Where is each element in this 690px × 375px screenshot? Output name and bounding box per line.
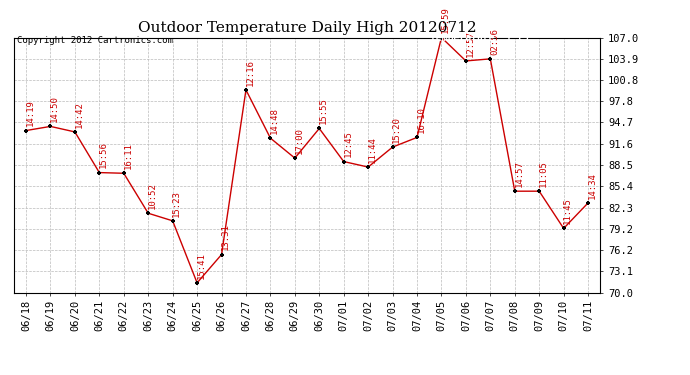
Point bbox=[167, 218, 178, 224]
Text: 17:00: 17:00 bbox=[295, 127, 304, 154]
Text: 15:56: 15:56 bbox=[99, 141, 108, 168]
Point bbox=[21, 128, 32, 134]
Text: Temperature  (°F): Temperature (°F) bbox=[430, 33, 529, 44]
Text: 11:05: 11:05 bbox=[539, 160, 548, 187]
Text: 15:41: 15:41 bbox=[197, 252, 206, 279]
Point bbox=[509, 188, 520, 194]
Point bbox=[485, 56, 496, 62]
Text: 15:59: 15:59 bbox=[441, 6, 450, 33]
Text: 10:52: 10:52 bbox=[148, 182, 157, 209]
Text: 14:34: 14:34 bbox=[588, 172, 597, 199]
Point bbox=[265, 135, 276, 141]
Text: 12:57: 12:57 bbox=[466, 30, 475, 57]
Text: 14:57: 14:57 bbox=[515, 160, 524, 187]
Point bbox=[192, 280, 203, 286]
Text: 11:44: 11:44 bbox=[368, 136, 377, 163]
Title: Outdoor Temperature Daily High 20120712: Outdoor Temperature Daily High 20120712 bbox=[138, 21, 476, 35]
Point bbox=[118, 170, 129, 176]
Text: 14:48: 14:48 bbox=[270, 107, 279, 134]
Point bbox=[94, 170, 105, 176]
Point bbox=[314, 126, 325, 132]
Text: 14:42: 14:42 bbox=[75, 101, 83, 128]
Point bbox=[387, 144, 398, 150]
Text: 11:45: 11:45 bbox=[563, 197, 572, 224]
Text: 15:55: 15:55 bbox=[319, 98, 328, 124]
Point bbox=[533, 188, 544, 194]
Text: 14:50: 14:50 bbox=[50, 95, 59, 122]
Point bbox=[45, 123, 56, 129]
Point bbox=[338, 159, 349, 165]
Text: 14:19: 14:19 bbox=[26, 99, 34, 126]
Point bbox=[240, 87, 251, 93]
Point bbox=[436, 34, 447, 40]
Point bbox=[70, 129, 81, 135]
Point bbox=[363, 164, 374, 170]
Point bbox=[411, 134, 422, 140]
Text: 13:31: 13:31 bbox=[221, 224, 230, 251]
Text: 15:23: 15:23 bbox=[172, 190, 181, 217]
Text: Copyright 2012 Cartronics.com: Copyright 2012 Cartronics.com bbox=[17, 36, 173, 45]
Point bbox=[216, 252, 227, 258]
Text: 16:10: 16:10 bbox=[417, 106, 426, 133]
Text: 12:16: 12:16 bbox=[246, 59, 255, 86]
Point bbox=[460, 58, 471, 64]
Point bbox=[143, 210, 154, 216]
Text: 16:11: 16:11 bbox=[124, 142, 132, 169]
Text: 02:56: 02:56 bbox=[490, 28, 499, 55]
Text: 12:45: 12:45 bbox=[344, 130, 353, 158]
Point bbox=[289, 155, 300, 161]
Text: 15:20: 15:20 bbox=[392, 116, 402, 143]
Point bbox=[582, 200, 593, 206]
Point bbox=[558, 225, 569, 231]
